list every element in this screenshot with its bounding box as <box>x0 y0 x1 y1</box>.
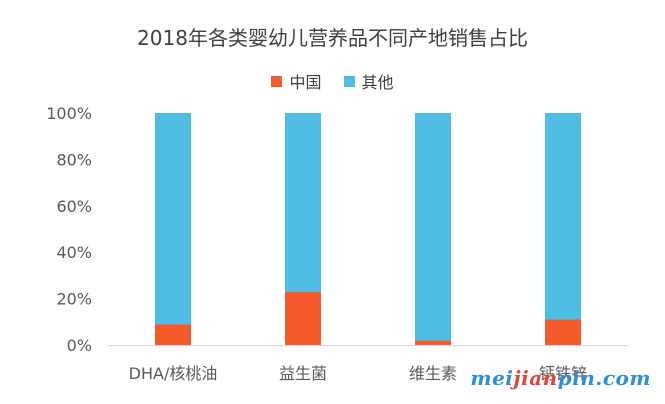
legend-label-other: 其他 <box>361 73 394 92</box>
legend-item-china: 中国 <box>271 69 322 93</box>
bar-china <box>545 319 581 345</box>
bar-other <box>545 113 581 320</box>
watermark-pre: mei <box>470 366 514 390</box>
bar-china <box>285 291 321 345</box>
y-tick-label: 80% <box>56 150 92 169</box>
x-tick-label: 钙铁锌 <box>539 364 587 383</box>
legend-swatch-other <box>343 75 355 87</box>
y-tick-label: 60% <box>56 197 92 216</box>
chart-title: 2018年各类婴幼儿营养品不同产地销售占比 <box>137 26 528 50</box>
y-tick-label: 100% <box>46 104 92 123</box>
legend-label-china: 中国 <box>289 73 322 92</box>
watermark: meijianpin.com <box>470 366 651 390</box>
x-tick-label: DHA/核桃油 <box>129 364 218 383</box>
bar-other <box>155 113 191 325</box>
y-tick-label: 40% <box>56 243 92 262</box>
legend-swatch-china <box>271 75 283 87</box>
bar-other <box>285 113 321 292</box>
bar-china <box>155 324 191 345</box>
bar-other <box>415 113 451 341</box>
x-tick-label: 维生素 <box>409 364 457 383</box>
legend-item-other: 其他 <box>343 69 394 93</box>
bar-china <box>415 340 451 345</box>
y-tick-label: 0% <box>67 336 92 355</box>
watermark-post: pin.com <box>557 366 651 390</box>
legend: 中国 其他 <box>0 69 665 93</box>
y-tick-label: 20% <box>56 290 92 309</box>
watermark-accent: jian <box>513 366 558 390</box>
x-tick-label: 益生菌 <box>279 364 327 383</box>
